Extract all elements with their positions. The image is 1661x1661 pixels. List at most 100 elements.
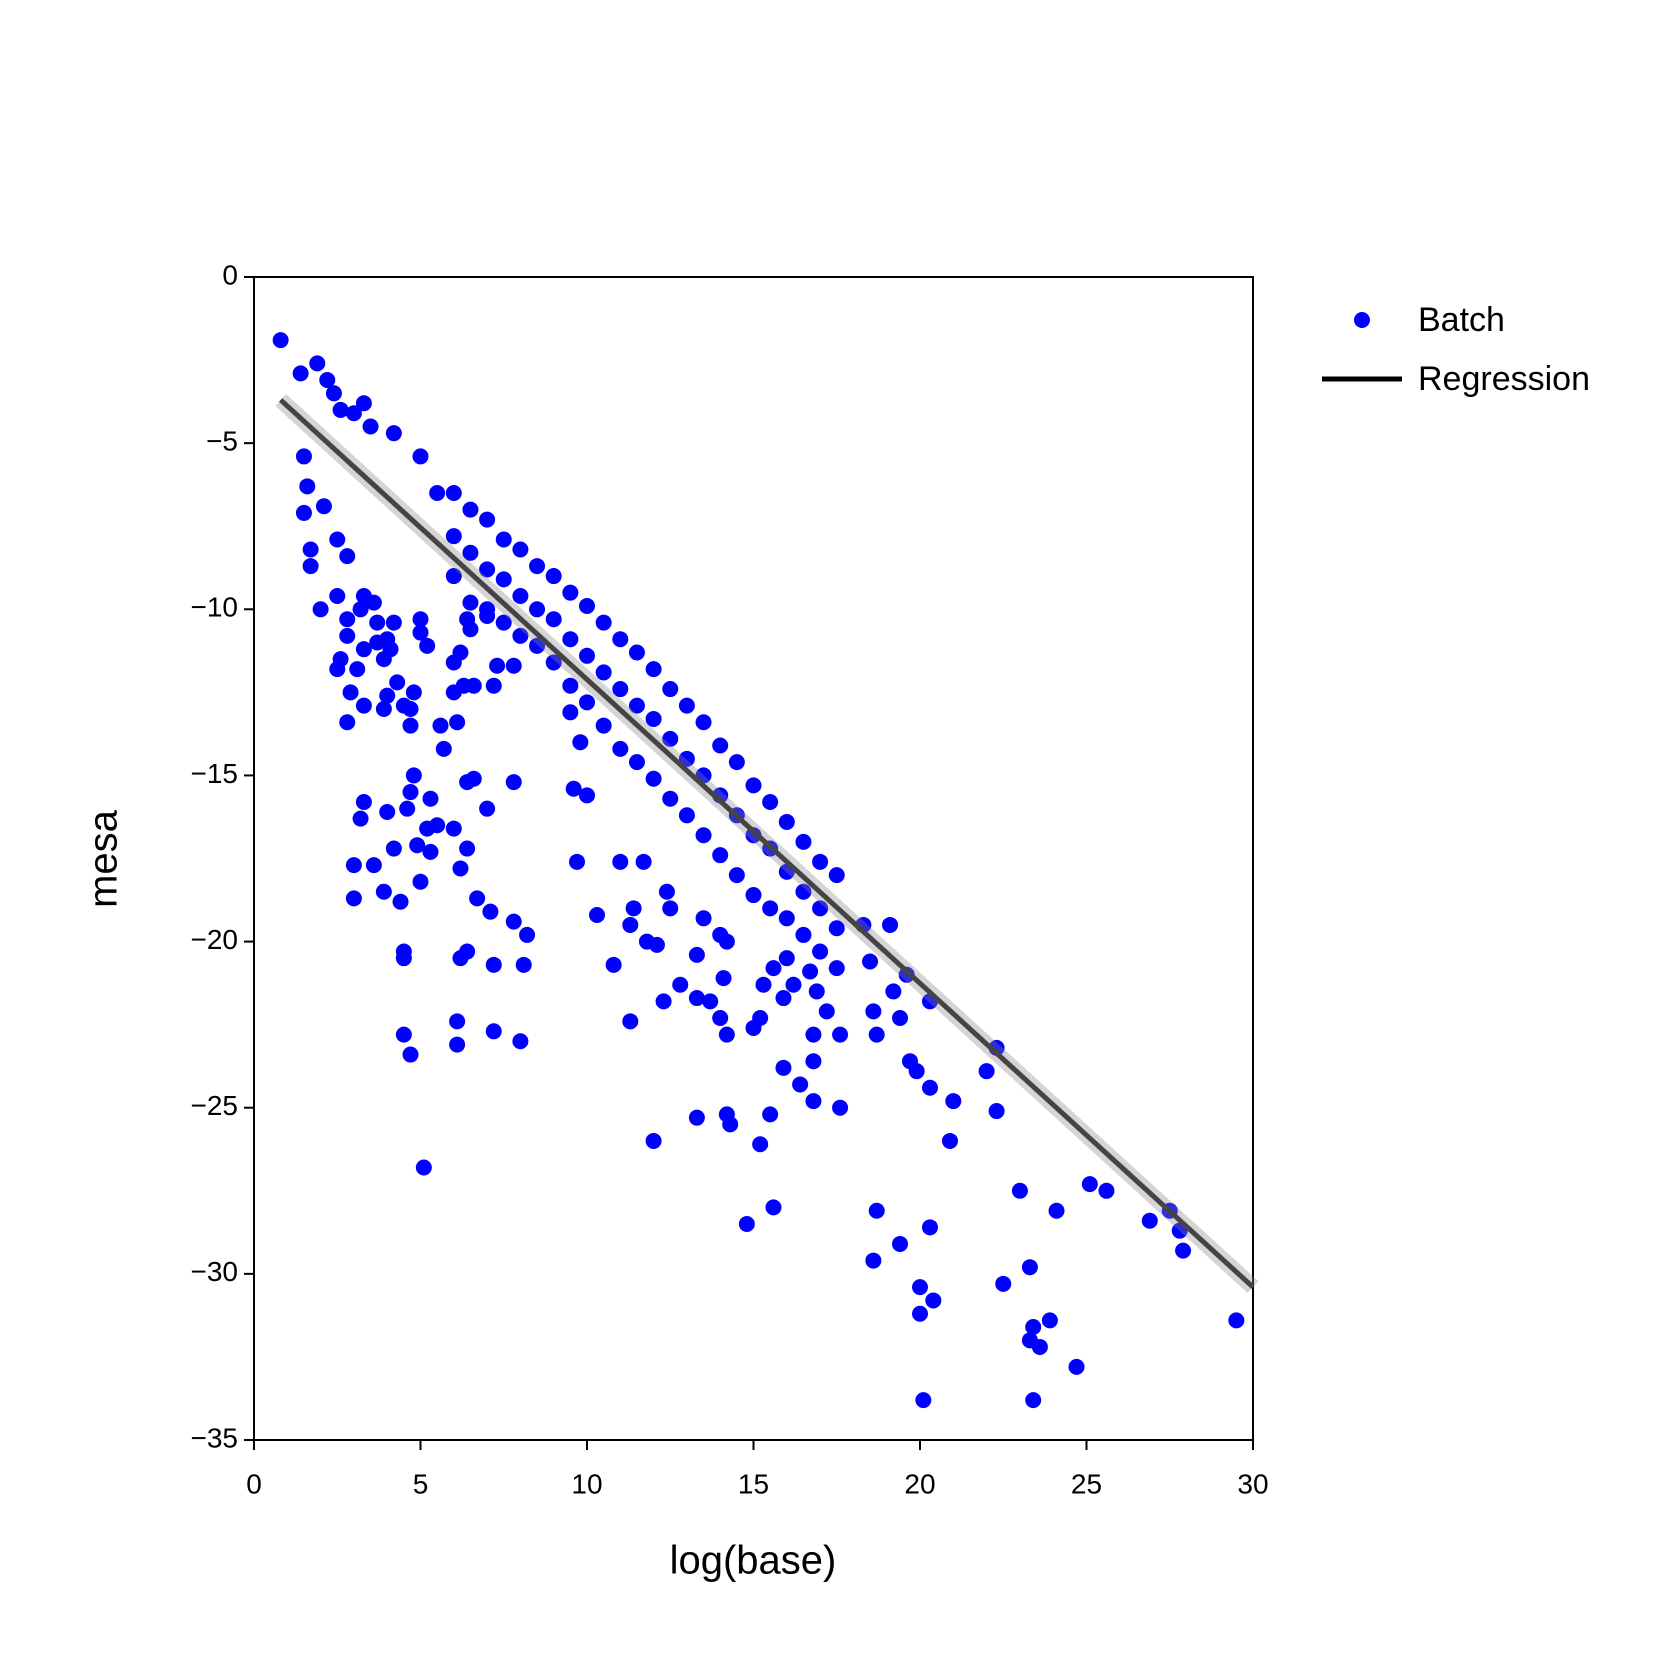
- point: [295, 504, 312, 521]
- point: [695, 714, 712, 731]
- point: [365, 594, 382, 611]
- point: [402, 700, 419, 717]
- point: [921, 1079, 938, 1096]
- point: [868, 1202, 885, 1219]
- point: [339, 627, 356, 644]
- point: [765, 960, 782, 977]
- point: [452, 860, 469, 877]
- point: [915, 1392, 932, 1409]
- point: [688, 990, 705, 1007]
- point: [658, 883, 675, 900]
- point: [1068, 1358, 1085, 1375]
- plot-frame: [253, 276, 1254, 1441]
- point: [795, 883, 812, 900]
- point: [515, 956, 532, 973]
- point: [712, 737, 729, 754]
- point: [529, 558, 546, 575]
- point: [1175, 1242, 1192, 1259]
- point: [805, 1053, 822, 1070]
- point: [452, 644, 469, 661]
- point: [329, 531, 346, 548]
- point: [762, 900, 779, 917]
- point: [495, 571, 512, 588]
- point: [445, 568, 462, 585]
- point: [395, 1026, 412, 1043]
- point: [355, 641, 372, 658]
- point: [1031, 1338, 1048, 1355]
- point: [702, 993, 719, 1010]
- point: [645, 710, 662, 727]
- point: [459, 611, 476, 628]
- point: [415, 1159, 432, 1176]
- point: [369, 614, 386, 631]
- point: [462, 501, 479, 518]
- point: [459, 943, 476, 960]
- point: [775, 990, 792, 1007]
- x-tick-label: 10: [571, 1468, 602, 1499]
- point: [628, 754, 645, 771]
- point: [792, 1076, 809, 1093]
- point: [945, 1093, 962, 1110]
- point: [402, 717, 419, 734]
- point: [332, 401, 349, 418]
- regression-line: [278, 398, 1255, 1289]
- point: [612, 631, 629, 648]
- point: [432, 717, 449, 734]
- point: [832, 1099, 849, 1116]
- point: [745, 827, 762, 844]
- point: [402, 1046, 419, 1063]
- point: [941, 1132, 958, 1149]
- point: [765, 1199, 782, 1216]
- point: [1228, 1312, 1245, 1329]
- point: [479, 511, 496, 528]
- point: [805, 1093, 822, 1110]
- point: [1048, 1202, 1065, 1219]
- point: [395, 950, 412, 967]
- point: [622, 916, 639, 933]
- point: [612, 681, 629, 698]
- point: [752, 1009, 769, 1026]
- point: [449, 1013, 466, 1030]
- point: [315, 498, 332, 515]
- point: [828, 920, 845, 937]
- point: [482, 903, 499, 920]
- point: [612, 853, 629, 870]
- point: [628, 697, 645, 714]
- point: [375, 883, 392, 900]
- y-tick-label: 0: [222, 259, 238, 290]
- point: [625, 900, 642, 917]
- point: [818, 1003, 835, 1020]
- point: [688, 1109, 705, 1126]
- point: [545, 568, 562, 585]
- y-tick-label: −25: [191, 1090, 239, 1121]
- point: [412, 611, 429, 628]
- point: [485, 1023, 502, 1040]
- point: [778, 813, 795, 830]
- point: [778, 910, 795, 927]
- point: [479, 607, 496, 624]
- point: [778, 950, 795, 967]
- point: [745, 777, 762, 794]
- point: [375, 700, 392, 717]
- point: [645, 1132, 662, 1149]
- point: [885, 983, 902, 1000]
- point: [995, 1275, 1012, 1292]
- point: [449, 1036, 466, 1053]
- point: [352, 810, 369, 827]
- point: [925, 1292, 942, 1309]
- point: [385, 840, 402, 857]
- point: [1141, 1212, 1158, 1229]
- point: [978, 1063, 995, 1080]
- point: [812, 853, 829, 870]
- point: [678, 807, 695, 824]
- point: [469, 890, 486, 907]
- point: [1041, 1312, 1058, 1329]
- point: [445, 528, 462, 545]
- point: [339, 714, 356, 731]
- x-tick-label: 25: [1071, 1468, 1102, 1499]
- point: [808, 983, 825, 1000]
- point: [419, 637, 436, 654]
- point: [579, 647, 595, 664]
- point: [572, 734, 589, 751]
